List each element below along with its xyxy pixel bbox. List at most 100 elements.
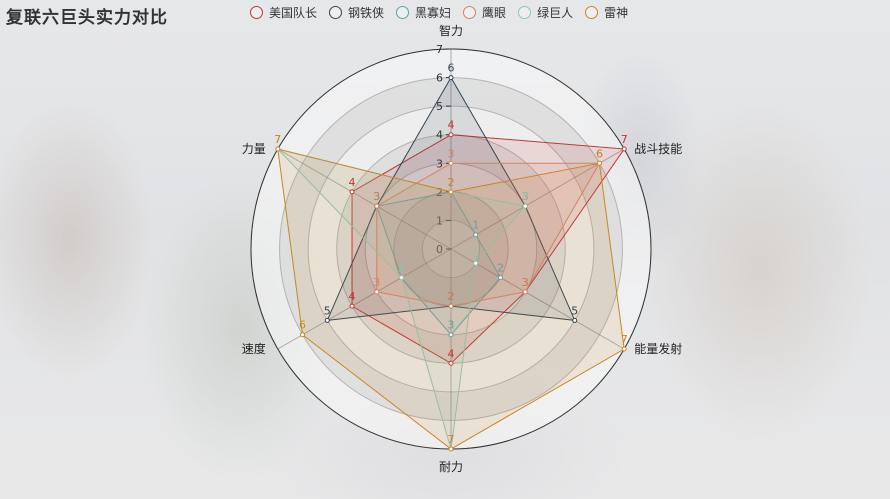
- indicator-label: 速度: [242, 341, 266, 356]
- legend-circle-icon: [518, 6, 532, 19]
- radar-tick-label: 5: [436, 100, 443, 113]
- legend-circle-icon: [329, 6, 343, 19]
- data-point: [448, 189, 454, 195]
- data-point: [522, 289, 528, 295]
- data-point: [275, 146, 281, 152]
- data-point: [448, 303, 454, 309]
- indicator-label: 力量: [242, 142, 266, 156]
- indicator-label: 耐力: [439, 460, 463, 474]
- data-label: 5: [324, 304, 331, 317]
- data-label: 6: [596, 147, 603, 160]
- radar-tick-label: 6: [436, 72, 443, 85]
- data-label: 2: [497, 262, 504, 275]
- data-label: 7: [274, 133, 281, 146]
- data-point: [349, 303, 355, 309]
- radar-tick-label: 1: [436, 214, 443, 227]
- legend-item[interactable]: 雷神: [585, 4, 628, 21]
- data-point: [596, 160, 602, 166]
- data-label: 3: [522, 190, 529, 203]
- radar-axis-line: [450, 148, 625, 250]
- data-point: [300, 332, 306, 338]
- radar-axis-line: [277, 248, 452, 350]
- data-label: 2: [448, 290, 455, 303]
- data-label: 3: [373, 276, 380, 289]
- chart-title: 复联六巨头实力对比: [6, 8, 168, 28]
- data-point: [621, 346, 627, 352]
- legend: 美国队长 钢铁侠 黑寡妇 鹰眼 绿巨人 雷神: [250, 4, 640, 21]
- data-point: [399, 275, 405, 281]
- data-point: [473, 232, 479, 238]
- data-label: 7: [448, 433, 455, 446]
- indicator-label: 战斗技能: [634, 142, 682, 156]
- legend-item[interactable]: 绿巨人: [518, 4, 573, 21]
- data-point: [374, 289, 380, 295]
- data-label: 5: [571, 304, 578, 317]
- radar-tick-label: 0: [436, 243, 443, 256]
- legend-label: 钢铁侠: [348, 6, 385, 20]
- data-label: 3: [522, 276, 529, 289]
- data-label: 4: [448, 347, 455, 360]
- data-label: 3: [448, 319, 455, 332]
- indicator-label: 能量发射: [634, 341, 682, 356]
- legend-label: 黑寡妇: [415, 6, 452, 20]
- radar-tick-label: 4: [436, 129, 443, 142]
- legend-item[interactable]: 美国队长: [250, 4, 317, 21]
- data-label: 3: [448, 147, 455, 160]
- data-point: [572, 317, 578, 323]
- data-label: 2: [448, 176, 455, 189]
- data-label: 2: [448, 176, 455, 189]
- data-label: 3: [373, 190, 380, 203]
- legend-circle-icon: [250, 6, 263, 19]
- data-point: [448, 332, 454, 338]
- data-point: [374, 203, 380, 209]
- data-point: [448, 132, 454, 138]
- radar-tick-label: 3: [436, 157, 443, 170]
- data-label: 2: [448, 176, 455, 189]
- data-point: [448, 446, 454, 452]
- data-label: 3: [522, 276, 529, 289]
- data-point: [448, 75, 454, 81]
- data-point: [448, 360, 454, 366]
- data-label: 3: [373, 190, 380, 203]
- radar-axis-line: [450, 248, 625, 350]
- data-label: 6: [448, 62, 455, 75]
- legend-label: 美国队长: [269, 6, 318, 20]
- radar-tick-label: 7: [436, 43, 443, 56]
- data-point: [497, 275, 503, 281]
- data-label: 7: [621, 133, 628, 146]
- data-label: 1: [472, 247, 479, 260]
- data-label: 4: [349, 176, 356, 189]
- data-point: [621, 146, 627, 152]
- data-label: 7: [274, 133, 281, 146]
- legend-circle-icon: [396, 6, 410, 19]
- radar-axis-line: [277, 148, 452, 250]
- legend-label: 鹰眼: [482, 6, 507, 20]
- data-point: [473, 260, 479, 266]
- data-label: 4: [349, 290, 356, 303]
- legend-circle-icon: [585, 6, 599, 19]
- data-label: 2: [448, 290, 455, 303]
- legend-item[interactable]: 钢铁侠: [329, 4, 384, 21]
- legend-label: 雷神: [604, 6, 629, 20]
- data-label: 2: [398, 262, 405, 275]
- radar-tick-label: 2: [436, 186, 443, 199]
- data-point: [324, 317, 330, 323]
- legend-item[interactable]: 鹰眼: [463, 4, 506, 21]
- data-label: 6: [596, 147, 603, 160]
- data-label: 7: [621, 333, 628, 346]
- data-label: 7: [448, 433, 455, 446]
- data-label: 3: [373, 190, 380, 203]
- data-label: 3: [522, 190, 529, 203]
- legend-circle-icon: [463, 6, 477, 19]
- data-point: [448, 160, 454, 166]
- legend-item[interactable]: 黑寡妇: [396, 4, 451, 21]
- data-label: 2: [398, 262, 405, 275]
- data-label: 1: [472, 219, 479, 232]
- data-label: 6: [299, 319, 306, 332]
- data-point: [522, 203, 528, 209]
- indicator-label: 智力: [439, 23, 463, 38]
- data-label: 4: [448, 119, 455, 132]
- data-point: [349, 189, 355, 195]
- legend-label: 绿巨人: [537, 6, 574, 20]
